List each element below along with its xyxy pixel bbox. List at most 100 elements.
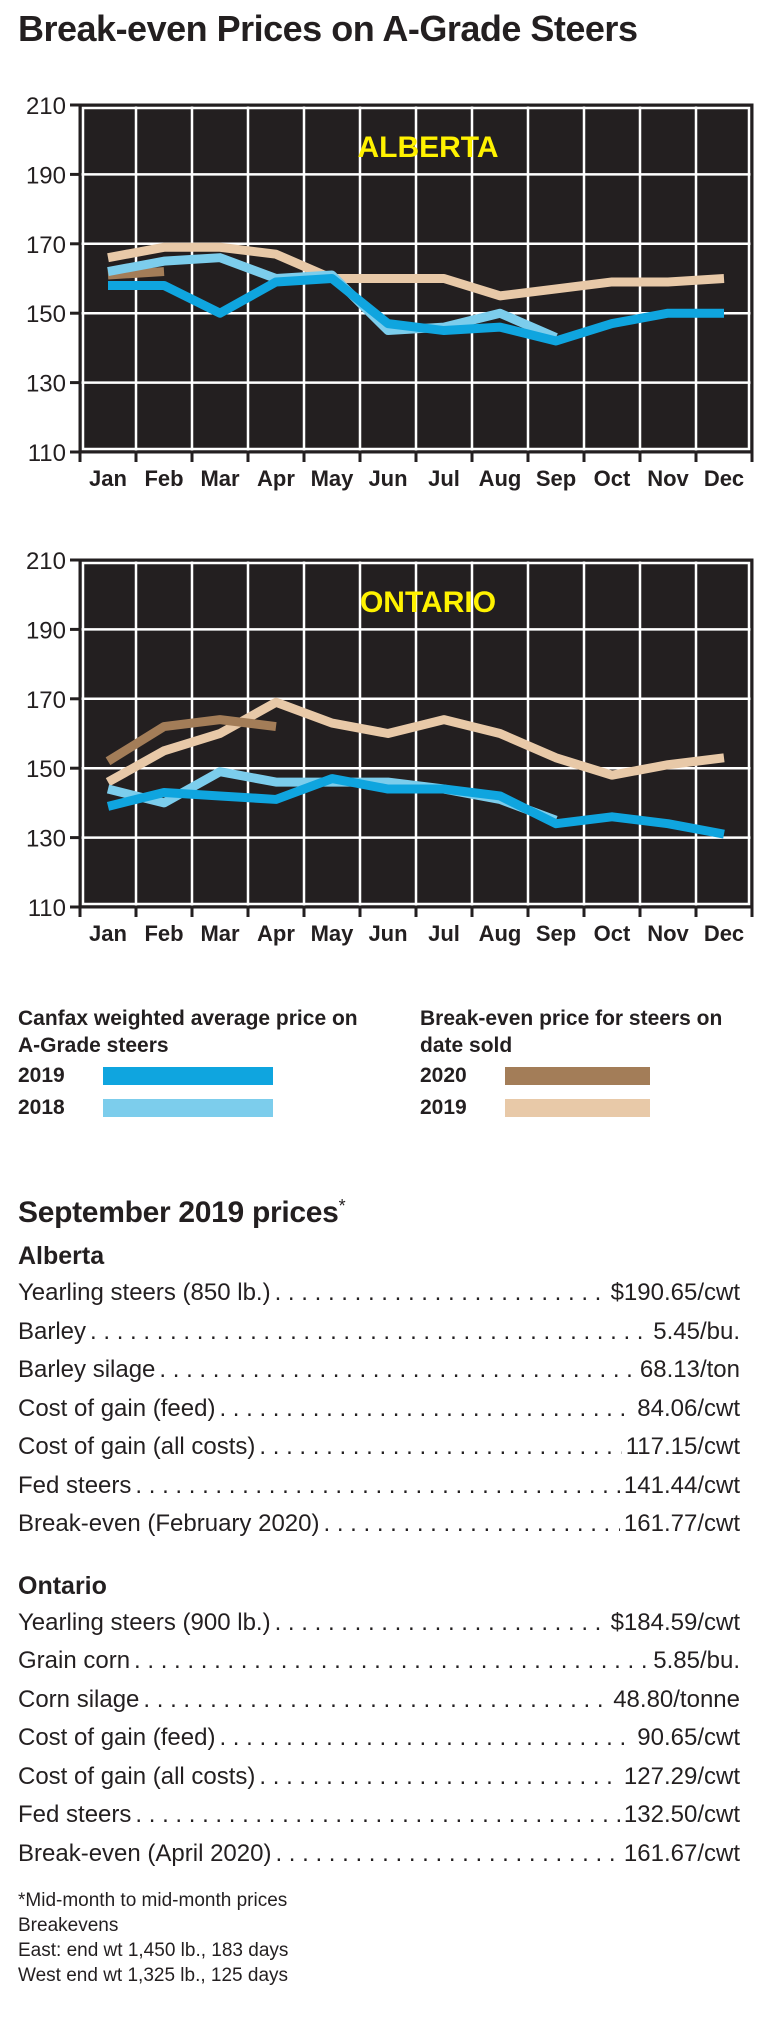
x-tick-label: Apr	[257, 466, 295, 491]
prices-title: September 2019 prices*	[18, 1196, 740, 1230]
ontario-chart: 210 190 170 150 130 110 Jan Feb Mar Apr May Jun Jul A…	[26, 548, 754, 946]
price-value: 132.50/cwt	[623, 1801, 740, 1828]
footnote-line: Breakevens	[18, 1915, 119, 1936]
price-value: 84.06/cwt	[637, 1394, 740, 1422]
price-row: Break-even (February 2020) 161.77/cwt	[18, 1505, 740, 1544]
x-tick-label: Jul	[428, 466, 460, 491]
y-tick-label: 190	[26, 162, 66, 189]
prices-section: September 2019 prices* Alberta Yearling s…	[18, 1196, 740, 1873]
price-label: Break-even (April 2020)	[18, 1839, 272, 1867]
x-tick-label: Jul	[428, 921, 460, 946]
legend-swatch	[103, 1099, 273, 1117]
price-value: 5.45/bu.	[653, 1317, 740, 1345]
x-tick-label: Sep	[536, 921, 576, 946]
price-row: Cost of gain (all costs) 117.15/cwt	[18, 1428, 740, 1467]
dot-leader	[219, 1390, 633, 1429]
price-row: Break-even (April 2020) 161.67/cwt	[18, 1835, 740, 1874]
series-line-canfax_2019	[108, 274, 724, 346]
price-value: 90.65/cwt	[637, 1724, 740, 1751]
x-tick-label: Oct	[594, 466, 631, 491]
price-label: Cost of gain (feed)	[18, 1394, 216, 1422]
x-tick-label: Nov	[647, 466, 689, 491]
alberta-chart: 210 190 170 150 130 110 Jan Feb Mar Apr May Jun Jul A…	[26, 93, 754, 491]
price-row: Fed steers 141.44/cwt	[18, 1467, 740, 1506]
legend-breakeven: Break-even price for steers on date sold…	[420, 1005, 760, 1123]
dot-leader	[135, 1467, 620, 1506]
price-row: Corn silage 48.80/tonne	[18, 1681, 740, 1720]
footnotes: *Mid-month to mid-month prices Breakeven…	[18, 1888, 288, 1988]
x-tick-label: Nov	[647, 921, 689, 946]
x-tick-label: Feb	[144, 466, 183, 491]
price-value: 127.29/cwt	[623, 1762, 740, 1790]
y-tick-label: 170	[26, 687, 66, 714]
x-tick-label: Aug	[479, 921, 522, 946]
x-tick-label: Jun	[368, 466, 407, 491]
price-row: Fed steers 132.50/cwt	[18, 1796, 740, 1835]
x-tick-label: Apr	[257, 921, 295, 946]
legend-year: 2018	[18, 1096, 65, 1119]
prices-title-text: September 2019 prices	[18, 1196, 339, 1229]
legend-canfax-heading: Canfax weighted average price on A-Grade…	[18, 1007, 358, 1057]
x-tick-label: Mar	[200, 466, 240, 491]
legend-swatch	[103, 1067, 273, 1085]
plot-frame	[78, 103, 754, 454]
y-tick-label: 210	[26, 548, 66, 575]
price-value: 161.77/cwt	[623, 1510, 740, 1537]
series-line-breakeven_2020	[107, 267, 165, 280]
price-label: Cost of gain (feed)	[18, 1724, 216, 1751]
dot-leader	[219, 1719, 633, 1758]
dot-leader	[159, 1351, 636, 1390]
price-row: Yearling steers (900 lb.) $184.59/cwt	[18, 1604, 740, 1643]
x-tick-label: Mar	[200, 921, 240, 946]
dot-leader	[275, 1604, 607, 1643]
price-row: Cost of gain (feed) 84.06/cwt	[18, 1390, 740, 1429]
region-title: Ontario	[18, 1571, 107, 1600]
dot-leader	[135, 1796, 620, 1835]
price-value: 117.15/cwt	[625, 1433, 740, 1460]
page-title: Break-even Prices on A-Grade Steers	[18, 8, 638, 49]
legend-item: 2019	[420, 1093, 760, 1123]
x-tick-label: Oct	[594, 921, 631, 946]
price-label: Barley silage	[18, 1356, 156, 1383]
dot-leader	[90, 1313, 649, 1352]
y-tick-label: 110	[28, 440, 66, 467]
price-label: Break-even (February 2020)	[18, 1510, 320, 1537]
y-tick-label: 150	[26, 756, 66, 783]
legend-year: 2020	[420, 1064, 467, 1087]
x-tick-label: Sep	[536, 466, 576, 491]
price-row: Barley 5.45/bu.	[18, 1313, 740, 1352]
legend-swatch	[505, 1067, 650, 1085]
price-value: $190.65/cwt	[610, 1279, 740, 1306]
legend-year: 2019	[18, 1064, 65, 1087]
price-value: 5.85/bu.	[653, 1647, 740, 1674]
x-tick-label: Feb	[144, 921, 183, 946]
x-tick-label: Jun	[368, 921, 407, 946]
legend-item: 2018	[18, 1093, 358, 1123]
price-value: 161.67/cwt	[623, 1839, 740, 1867]
legend-swatch	[505, 1099, 650, 1117]
price-label: Yearling steers (900 lb.)	[18, 1608, 271, 1636]
y-tick-label: 110	[28, 895, 66, 922]
y-tick-label: 170	[26, 232, 66, 259]
price-label: Fed steers	[18, 1471, 132, 1499]
dot-leader	[259, 1758, 620, 1797]
price-row: Cost of gain (feed) 90.65/cwt	[18, 1719, 740, 1758]
price-row: Yearling steers (850 lb.) $190.65/cwt	[18, 1274, 740, 1313]
price-label: Barley	[18, 1317, 87, 1345]
price-label: Fed steers	[18, 1801, 132, 1828]
series-line-breakeven_2019	[107, 242, 725, 301]
price-label: Cost of gain (all costs)	[18, 1762, 256, 1790]
price-label: Yearling steers (850 lb.)	[18, 1279, 271, 1306]
legend-item: 2019	[18, 1061, 358, 1091]
x-tick-label: May	[311, 921, 355, 946]
dot-leader	[323, 1505, 619, 1544]
footnote-line: East: end wt 1,450 lb., 183 days	[18, 1940, 289, 1961]
price-row: Barley silage 68.13/ton	[18, 1351, 740, 1390]
x-tick-label: Dec	[704, 921, 744, 946]
series-line-breakeven_2019	[105, 697, 725, 787]
y-tick-label: 130	[26, 371, 66, 398]
chart-region-title: ALBERTA	[357, 131, 498, 164]
y-tick-label: 190	[26, 617, 66, 644]
prices-title-asterisk: *	[338, 1196, 346, 1216]
legend-year: 2019	[420, 1096, 467, 1119]
